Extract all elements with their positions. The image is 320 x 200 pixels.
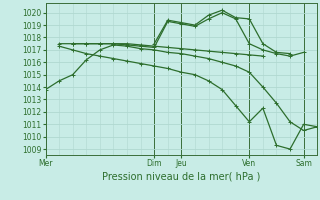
X-axis label: Pression niveau de la mer( hPa ): Pression niveau de la mer( hPa ) [102,171,260,181]
